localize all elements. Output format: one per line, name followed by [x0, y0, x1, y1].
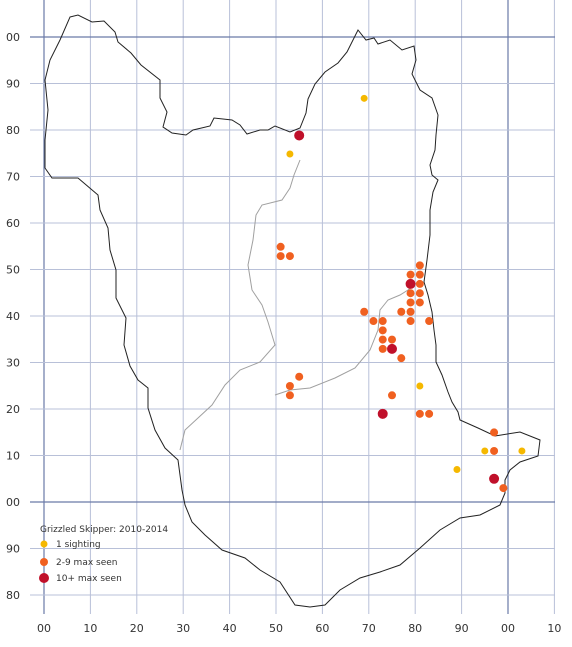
x-tick-label: 00	[37, 622, 51, 635]
sighting-point-few	[397, 307, 406, 316]
y-tick-label: 50	[6, 264, 20, 277]
sighting-point-few	[397, 354, 406, 363]
sighting-point-few	[425, 317, 434, 326]
sighting-point-few	[276, 242, 285, 251]
district-boundary-line	[274, 281, 419, 396]
sighting-point-many	[294, 130, 305, 141]
sighting-point-few	[406, 317, 415, 326]
sighting-point-few	[378, 344, 387, 353]
sighting-point-one	[416, 382, 424, 390]
sighting-point-few	[415, 270, 424, 279]
legend-swatch-one	[40, 540, 48, 548]
map-axes: 00 10 20 30 40 50 60 70 80 90 00 10 00 90 80 70 60 50 40 30…	[6, 31, 561, 635]
y-tick-label: 30	[6, 357, 20, 370]
sighting-point-few	[388, 391, 396, 400]
sighting-point-many	[405, 278, 416, 289]
x-tick-label: 40	[223, 622, 237, 635]
sighting-point-few	[490, 446, 499, 455]
sighting-point-few	[285, 391, 294, 400]
sighting-point-few	[406, 298, 415, 307]
sighting-point-many	[377, 408, 388, 419]
sighting-point-one	[360, 94, 368, 102]
y-tick-label: 90	[6, 78, 20, 91]
sighting-point-few	[378, 335, 387, 344]
x-tick-label: 80	[408, 622, 422, 635]
y-tick-label: 90	[6, 543, 20, 556]
sighting-point-few	[406, 289, 415, 298]
x-tick-label: 90	[455, 622, 469, 635]
sighting-point-few	[295, 372, 304, 381]
sighting-point-few	[415, 279, 424, 288]
legend-label-many: 10+ max seen	[56, 574, 122, 584]
legend-title: Grizzled Skipper: 2010-2014	[40, 525, 168, 535]
legend-label-few: 2-9 max seen	[56, 558, 118, 568]
sighting-point-many	[387, 343, 397, 354]
sighting-point-few	[276, 252, 285, 261]
sighting-point-one	[481, 447, 489, 455]
map-grid	[30, 0, 555, 614]
sighting-point-few	[415, 409, 424, 418]
sighting-point-few	[285, 382, 294, 390]
sighting-point-few	[490, 428, 499, 437]
legend-swatch-many	[39, 573, 49, 583]
sighting-point-few	[285, 252, 294, 261]
x-tick-label: 10	[547, 622, 561, 635]
y-tick-label: 70	[6, 171, 20, 184]
x-tick-label: 30	[176, 622, 190, 635]
y-tick-label: 20	[6, 403, 20, 416]
district-boundary-line	[179, 159, 301, 451]
x-tick-label: 60	[315, 622, 329, 635]
y-tick-label: 00	[6, 496, 20, 509]
county-outline	[44, 14, 541, 608]
sighting-point-one	[453, 466, 461, 474]
sighting-point-few	[406, 307, 415, 316]
x-tick-label: 10	[83, 622, 97, 635]
y-tick-label: 10	[6, 450, 20, 463]
y-tick-label: 40	[6, 310, 20, 323]
sighting-point-one	[518, 447, 526, 455]
sighting-point-few	[425, 409, 434, 418]
sighting-point-many	[489, 473, 500, 484]
sighting-point-few	[406, 270, 415, 279]
y-tick-label: 60	[6, 217, 20, 230]
sighting-point-few	[369, 317, 378, 326]
y-tick-label: 00	[6, 31, 20, 44]
sighting-point-few	[378, 326, 387, 335]
sighting-point-few	[415, 298, 424, 307]
map-legend: Grizzled Skipper: 2010-2014 1 sighting 2…	[39, 525, 168, 584]
sighting-point-few	[360, 307, 369, 316]
y-tick-label: 80	[6, 589, 20, 602]
legend-swatch-few	[40, 558, 48, 566]
x-tick-label: 00	[501, 622, 515, 635]
x-tick-label: 70	[362, 622, 376, 635]
sighting-point-few	[415, 289, 424, 298]
sighting-point-few	[415, 261, 424, 270]
y-tick-label: 80	[6, 124, 20, 137]
sighting-records	[276, 94, 526, 493]
sighting-point-few	[388, 335, 396, 344]
x-tick-label: 50	[269, 622, 283, 635]
sighting-point-one	[286, 150, 294, 158]
x-tick-label: 20	[130, 622, 144, 635]
sighting-point-few	[499, 484, 508, 493]
sighting-point-few	[378, 317, 387, 326]
legend-label-one: 1 sighting	[56, 540, 101, 550]
